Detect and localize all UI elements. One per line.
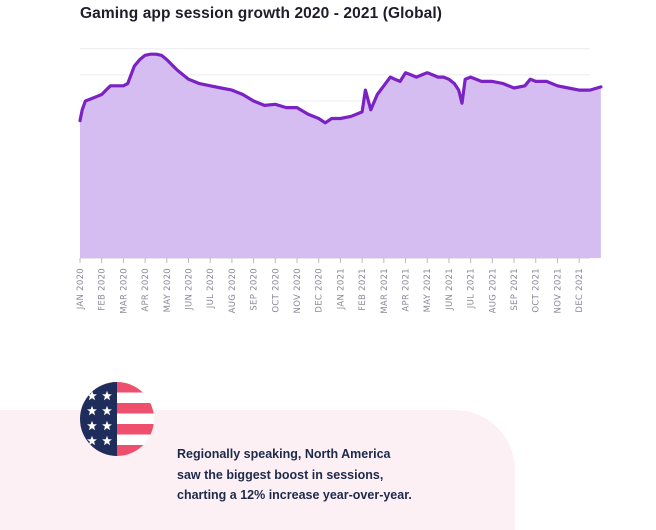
star-icon — [87, 390, 97, 401]
x-axis-ticks — [79, 257, 590, 263]
star-icon — [102, 390, 112, 401]
x-tick-label: JUN 2021 — [445, 268, 455, 311]
star-icon — [102, 420, 112, 431]
us-flag-icon — [80, 382, 154, 456]
callout-text: Regionally speaking, North America saw t… — [177, 444, 412, 506]
x-axis-labels: JAN 2020 FEB 2020 MAR 2020 APR 2020 MAY 2020… — [76, 268, 585, 314]
star-icon — [87, 405, 97, 416]
x-tick-label: DEC 2020 — [315, 268, 325, 313]
x-tick-label: JAN 2020 — [76, 268, 86, 310]
callout-line: saw the biggest boost in sessions, — [177, 467, 384, 482]
callout-line: charting a 12% increase year-over-year. — [177, 488, 412, 502]
x-tick-label: SEP 2021 — [510, 268, 520, 311]
x-tick-label: FEB 2020 — [98, 268, 108, 311]
x-tick-label: FEB 2021 — [358, 268, 368, 311]
x-tick-label: JAN 2021 — [336, 268, 346, 310]
x-tick-label: JUN 2020 — [185, 268, 195, 311]
x-tick-label: MAY 2021 — [423, 268, 433, 312]
star-icon — [87, 435, 97, 446]
x-tick-label: MAR 2021 — [380, 268, 390, 314]
x-tick-label: JUL 2021 — [467, 268, 477, 309]
chart-title: Gaming app session growth 2020 - 2021 (G… — [80, 5, 443, 22]
x-tick-label: AUG 2021 — [488, 268, 498, 313]
series-area — [80, 54, 601, 259]
x-tick-label: DEC 2021 — [575, 268, 585, 313]
x-tick-label: OCT 2020 — [271, 268, 281, 313]
x-tick-label: APR 2021 — [402, 268, 412, 312]
callout-line: Regionally speaking, North America — [177, 447, 391, 461]
x-tick-label: MAR 2020 — [119, 268, 129, 314]
x-tick-label: NOV 2021 — [553, 268, 563, 313]
star-icon — [102, 435, 112, 446]
x-tick-label: APR 2020 — [141, 268, 151, 312]
session-growth-chart: JAN 2020 FEB 2020 MAR 2020 APR 2020 MAY 2020… — [76, 48, 603, 314]
x-tick-label: OCT 2021 — [532, 268, 542, 313]
x-tick-label: AUG 2020 — [228, 268, 238, 313]
star-icon — [102, 405, 112, 416]
star-icon — [87, 420, 97, 431]
x-tick-label: MAY 2020 — [163, 268, 173, 312]
x-tick-label: NOV 2020 — [293, 268, 303, 313]
x-tick-label: JUL 2020 — [206, 268, 216, 309]
series-line — [78, 52, 603, 125]
x-tick-label: SEP 2020 — [250, 268, 260, 311]
